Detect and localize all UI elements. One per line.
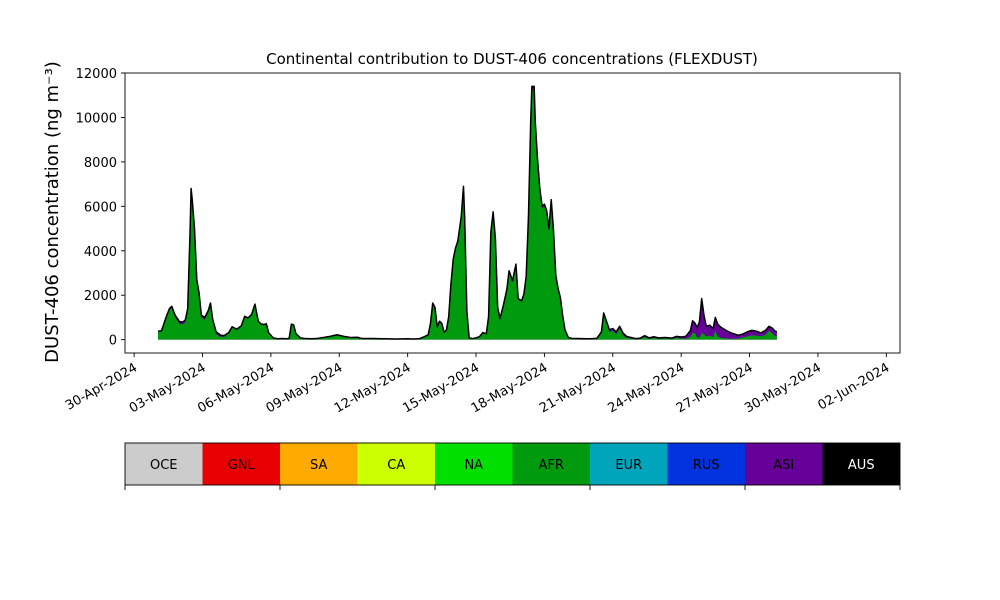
legend-label-ca: CA [387, 458, 405, 473]
legend-label-na: NA [464, 458, 483, 473]
x-tick-label: 27-May-2024 [674, 360, 756, 416]
chart-title: Continental contribution to DUST-406 con… [266, 50, 758, 68]
x-tick-label: 02-Jun-2024 [815, 360, 892, 413]
y-tick-label: 8000 [84, 156, 117, 171]
x-tick-label: 21-May-2024 [537, 360, 619, 416]
legend-label-gnl: GNL [228, 458, 256, 473]
legend-label-asi: ASI [773, 458, 794, 473]
legend-frame [124, 442, 901, 486]
series-area-afr [158, 88, 777, 340]
x-tick-label: 15-May-2024 [400, 360, 482, 416]
x-tick-label: 06-May-2024 [195, 360, 277, 416]
legend-swatch-asi [745, 443, 823, 485]
y-tick-label: 10000 [76, 111, 117, 126]
legend-swatch-gnl [202, 443, 280, 485]
legend-swatch-aus [822, 443, 900, 485]
legend-swatch-rus [667, 443, 745, 485]
legend-label-afr: AFR [539, 458, 564, 473]
total-outline [157, 85, 778, 340]
x-tick-label: 30-May-2024 [742, 360, 824, 416]
legend-swatch-na [435, 443, 513, 485]
legend-label-eur: EUR [615, 458, 642, 473]
legend: OCE GNL SA CA NA AFR EUR RUS ASI AUS [124, 442, 901, 490]
legend-label-rus: RUS [693, 458, 720, 473]
y-tick-label: 0 [109, 334, 117, 349]
legend-swatch-ca [357, 443, 435, 485]
legend-swatch-eur [590, 443, 668, 485]
x-tick-label: 12-May-2024 [332, 360, 414, 416]
legend-swatch-sa [280, 443, 358, 485]
plot-frame [124, 72, 901, 354]
y-tick-label: 2000 [84, 289, 117, 304]
legend-swatch-oce [125, 443, 203, 485]
y-tick-label: 4000 [84, 245, 117, 260]
legend-label-aus: AUS [848, 458, 875, 473]
legend-swatch-afr [512, 443, 590, 485]
x-axis: 30-Apr-202403-May-202406-May-202409-May-… [63, 353, 892, 416]
y-tick-label: 6000 [84, 200, 117, 215]
plot-area [124, 72, 901, 354]
x-tick-label: 09-May-2024 [264, 360, 346, 416]
x-tick-label: 24-May-2024 [606, 360, 688, 416]
series-area-asi [158, 86, 777, 340]
legend-label-oce: OCE [150, 458, 178, 473]
y-axis-label: DUST-406 concentration (ng m⁻³) [42, 61, 63, 363]
x-tick-label: 03-May-2024 [127, 360, 209, 416]
x-tick-label: 18-May-2024 [469, 360, 551, 416]
y-axis: 0 2000 4000 6000 8000 10000 12000 [76, 67, 125, 349]
y-tick-label: 12000 [76, 67, 117, 82]
legend-label-sa: SA [310, 458, 327, 473]
